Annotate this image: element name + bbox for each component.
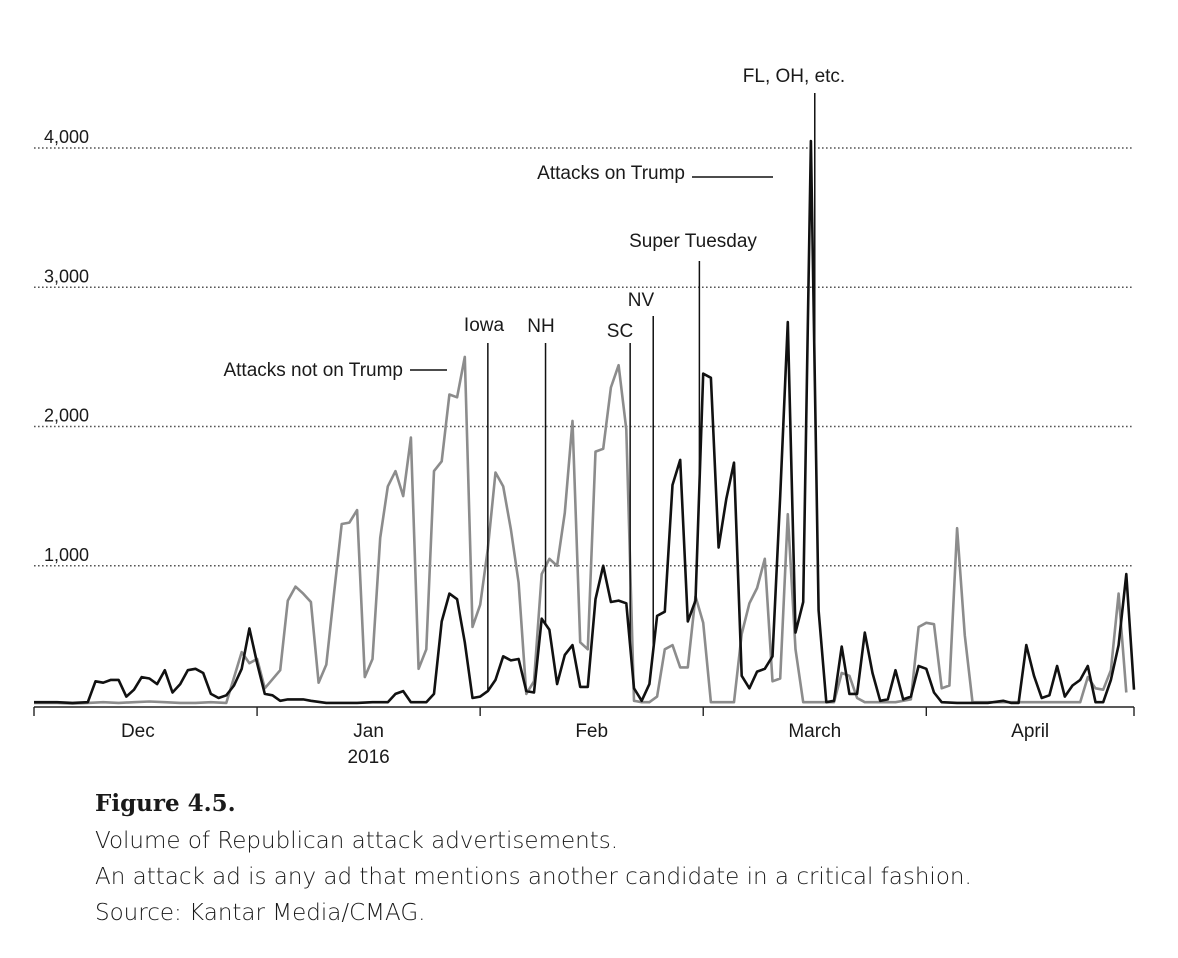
figure-caption: Figure 4.5. Volume of Republican attack … bbox=[95, 790, 1095, 931]
year-label: 2016 bbox=[347, 747, 389, 768]
annotations: Attacks not on Trump Attacks on Trump Iowa… bbox=[223, 66, 845, 692]
series-line-on-trump bbox=[34, 139, 1136, 705]
annotation-attacks-not-on-trump: Attacks not on Trump bbox=[223, 360, 403, 381]
series-lines bbox=[34, 139, 1136, 705]
caption-line-2: An attack ad is any ad that mentions ano… bbox=[95, 864, 972, 890]
y-tick-label: 4,000 bbox=[44, 127, 89, 147]
y-tick-label: 2,000 bbox=[44, 406, 89, 426]
x-tick-label: April bbox=[1011, 721, 1049, 742]
annotation-attacks-on-trump: Attacks on Trump bbox=[537, 163, 685, 184]
x-tick-label: Jan bbox=[353, 721, 384, 742]
event-label-nh: NH bbox=[527, 316, 554, 337]
attack-ads-line-chart: 1,000 2,000 3,000 4,000 Dec Jan Feb March April… bbox=[33, 66, 1136, 768]
event-label-sc: SC bbox=[607, 321, 633, 342]
event-label-fl-oh-etc: FL, OH, etc. bbox=[743, 66, 845, 87]
caption-line-1: Volume of Republican attack advertisemen… bbox=[95, 828, 619, 854]
x-tick-label: Feb bbox=[575, 721, 608, 742]
y-tick-label: 1,000 bbox=[44, 545, 89, 565]
figure-label: Figure 4.5. bbox=[95, 790, 236, 817]
y-tick-label: 3,000 bbox=[44, 266, 89, 286]
x-tick-label: Dec bbox=[121, 721, 155, 742]
event-label-super-tuesday: Super Tuesday bbox=[629, 231, 757, 252]
x-axis: Dec Jan Feb March April 2016 bbox=[33, 706, 1135, 768]
caption-line-3: Source: Kantar Media/CMAG. bbox=[95, 900, 426, 926]
x-tick-label: March bbox=[788, 721, 841, 742]
gridlines: 1,000 2,000 3,000 4,000 bbox=[34, 127, 1134, 567]
series-line-not-on-trump bbox=[34, 355, 1128, 705]
event-label-nv: NV bbox=[628, 290, 655, 311]
event-label-iowa: Iowa bbox=[464, 315, 505, 336]
